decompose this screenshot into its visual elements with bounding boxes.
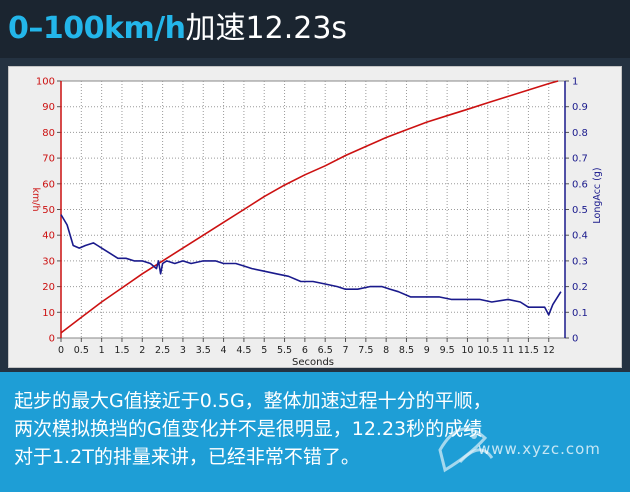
x-tick-label: 2 (139, 345, 145, 356)
watermark-url: www.xyzc.com (478, 440, 601, 458)
y-left-tick-label: 20 (42, 282, 55, 293)
y-left-tick-label: 10 (42, 308, 55, 319)
caption-line-1: 起步的最大G值接近于0.5G，整体加速过程十分的平顺， (14, 390, 492, 412)
x-tick-label: 8.5 (399, 345, 414, 356)
y-left-tick-label: 50 (42, 205, 55, 216)
y-right-tick-label: 0.7 (572, 154, 588, 165)
x-tick-label: 4 (221, 345, 227, 356)
x-tick-label: 6 (302, 345, 308, 356)
x-tick-label: 9.5 (440, 345, 455, 356)
x-tick-label: 1.5 (114, 345, 129, 356)
header-bar: 0–100km/h加速12.23s (0, 0, 630, 58)
x-tick-label: 2.5 (155, 345, 170, 356)
acceleration-chart-panel: 0 10 20 30 40 50 60 70 80 90 100 0 0.1 0.2 0.3 0.4 0.5 0.… (8, 66, 622, 368)
y-right-tick-label: 0.4 (572, 231, 588, 242)
y-left-tick-label: 0 (49, 334, 55, 345)
watermark-logo-icon (438, 427, 494, 473)
x-tick-label: 10 (461, 345, 473, 356)
y-right-tick-label: 0.2 (572, 282, 588, 293)
x-axis-title: Seconds (292, 357, 334, 367)
x-tick-label: 6.5 (318, 345, 333, 356)
x-tick-label: 4.5 (236, 345, 251, 356)
y-right-tick-label: 0.9 (572, 102, 588, 113)
y-right-tick-label: 1 (572, 77, 578, 88)
y-right-tick-label: 0.5 (572, 205, 588, 216)
y-left-tick-label: 80 (42, 128, 55, 139)
y-right-tick-label: 0.3 (572, 256, 588, 267)
y-right-tick-label: 0 (572, 334, 578, 345)
y-right-tick-label: 0.1 (572, 308, 588, 319)
x-tick-label: 5 (261, 345, 267, 356)
y-left-tick-label: 30 (42, 256, 55, 267)
x-tick-label: 7 (342, 345, 348, 356)
x-tick-label: 7.5 (358, 345, 373, 356)
y-right-tick-label: 0.8 (572, 128, 588, 139)
y-left-axis-title: km/h (30, 188, 41, 212)
x-tick-label: 8 (383, 345, 389, 356)
y-left-tick-label: 60 (42, 179, 55, 190)
caption-line-2: 两次模拟换挡的G值变化并不是很明显，12.23秒的成绩 (14, 418, 483, 440)
acceleration-chart: 010203040506070809010000.10.20.30.40.50.… (30, 77, 603, 368)
y-left-tick-label: 100 (36, 77, 55, 88)
title-result: 加速12.23s (185, 11, 348, 46)
x-tick-label: 0 (58, 345, 64, 356)
x-tick-label: 12 (543, 345, 555, 356)
x-tick-label: 3.5 (196, 345, 211, 356)
x-tick-label: 1 (99, 345, 105, 356)
y-left-tick-label: 40 (42, 231, 55, 242)
x-tick-label: 11 (502, 345, 514, 356)
page-title: 0–100km/h加速12.23s (8, 10, 347, 48)
caption-box: 起步的最大G值接近于0.5G，整体加速过程十分的平顺， 两次模拟换挡的G值变化并… (0, 372, 630, 492)
x-tick-label: 9 (424, 345, 430, 356)
x-tick-label: 5.5 (277, 345, 292, 356)
title-metric: 0–100km/h (8, 11, 186, 46)
speed-series-line (60, 80, 559, 334)
x-tick-label: 11.5 (518, 345, 539, 356)
x-tick-label: 3 (180, 345, 186, 356)
acceleration-series-line (60, 214, 562, 316)
y-left-tick-label: 90 (42, 102, 55, 113)
x-tick-label: 0.5 (74, 345, 89, 356)
y-right-tick-label: 0.6 (572, 179, 588, 190)
caption-line-3: 对于1.2T的排量来讲，已经非常不错了。 (14, 446, 360, 468)
x-tick-label: 10.5 (477, 345, 498, 356)
y-left-tick-label: 70 (42, 154, 55, 165)
y-right-axis-title: LongAcc (g) (592, 167, 603, 223)
